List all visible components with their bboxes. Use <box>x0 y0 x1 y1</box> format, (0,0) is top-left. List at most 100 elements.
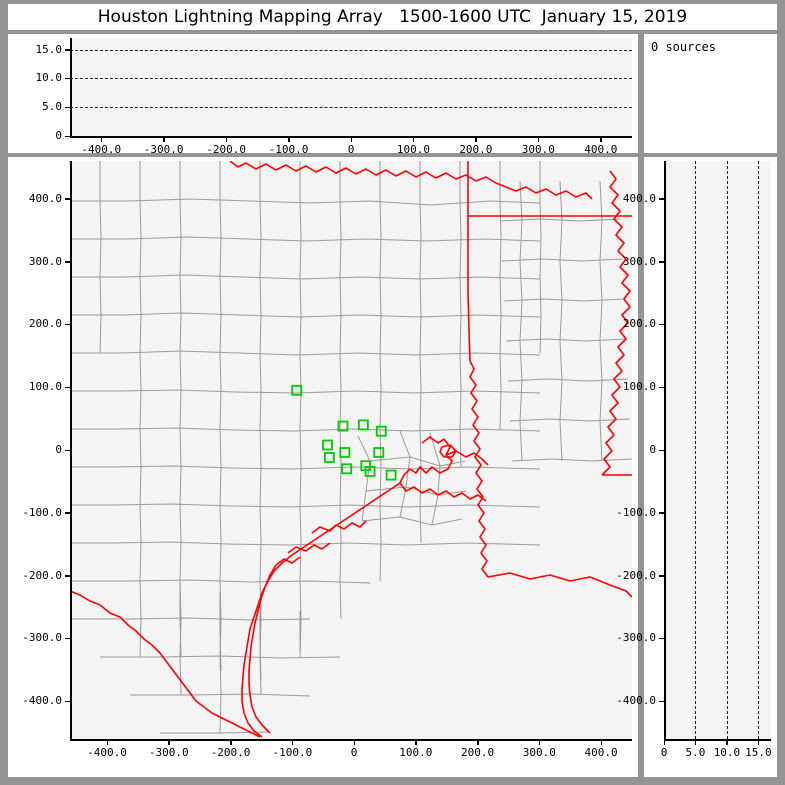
source-marker <box>341 463 353 475</box>
source-count-label: 0 sources <box>651 40 717 54</box>
source-marker <box>291 384 303 396</box>
x-tick-label: -300.0 <box>143 143 184 156</box>
y-tick-label: 0 <box>649 443 656 456</box>
y-tick-label: 300.0 <box>28 254 62 268</box>
y-tick-label: -200.0 <box>22 568 62 582</box>
source-marker <box>337 420 349 432</box>
y-tick-label: -400.0 <box>616 694 656 708</box>
map-plot-area[interactable] <box>70 161 632 739</box>
source-marker <box>385 469 397 481</box>
x-tick-label: 300.0 <box>522 746 556 759</box>
x-tick-label: 15.0 <box>745 746 772 759</box>
gridline-vertical <box>726 161 728 739</box>
y-tick-label: -200.0 <box>616 568 656 582</box>
x-tick-label: -400.0 <box>87 746 127 759</box>
y-tick-label: 5.0 <box>42 100 62 114</box>
x-tick-label: -400.0 <box>81 143 122 156</box>
y-tick-mark <box>659 261 665 263</box>
x-tick-label: -200.0 <box>206 143 246 156</box>
gridline-vertical <box>695 161 697 739</box>
x-tick-mark <box>538 739 541 745</box>
y-tick-mark <box>65 386 71 389</box>
y-tick-mark <box>65 575 71 577</box>
plan-view-map-panel: -400.0 -300.0 -200.0 -100.0 0 100.0 200.0 300.0… <box>8 157 638 777</box>
y-tick-mark <box>659 575 665 577</box>
x-tick-mark <box>694 739 697 745</box>
x-tick-mark <box>350 136 352 142</box>
x-tick-label: 0 <box>347 143 355 156</box>
state-and-coast-borders-layer <box>70 161 632 738</box>
y-tick-mark <box>659 700 665 703</box>
x-tick-mark <box>600 739 603 745</box>
y-tick-mark <box>65 198 71 200</box>
x-tick-mark <box>100 136 103 142</box>
x-tick-label: 200.0 <box>459 143 493 156</box>
y-tick-label: 300.0 <box>622 254 656 268</box>
y-axis-line <box>70 38 72 136</box>
source-marker <box>357 419 369 431</box>
y-tick-mark <box>65 637 71 640</box>
gridline-horizontal <box>70 49 632 51</box>
altitude-plot-area[interactable] <box>664 161 771 739</box>
y-tick-mark <box>659 637 665 640</box>
y-tick-label: 400.0 <box>28 191 62 205</box>
x-tick-label: -300.0 <box>148 746 189 759</box>
y-tick-mark <box>65 135 71 137</box>
gridline-horizontal <box>70 107 632 109</box>
y-tick-mark <box>659 198 665 200</box>
y-tick-label: 15.0 <box>35 42 63 56</box>
y-tick-mark <box>659 449 665 451</box>
y-tick-label: 100.0 <box>622 380 656 394</box>
x-tick-mark <box>726 739 728 745</box>
time-altitude-plot-area[interactable] <box>70 38 632 136</box>
x-tick-label: 100.0 <box>396 143 430 156</box>
x-axis-line <box>70 739 632 741</box>
y-tick-label: -400.0 <box>22 694 62 708</box>
x-tick-label: 5.0 <box>685 746 706 759</box>
x-tick-mark <box>412 136 415 142</box>
x-tick-mark <box>291 739 294 745</box>
source-marker <box>375 425 387 437</box>
x-tick-label: -200.0 <box>210 746 251 759</box>
x-tick-mark <box>663 739 665 745</box>
x-tick-mark <box>353 739 356 745</box>
y-tick-label: 0 <box>55 443 62 456</box>
x-tick-label: -100.0 <box>268 143 309 156</box>
x-tick-label: 400.0 <box>584 746 618 759</box>
x-tick-mark <box>106 739 109 745</box>
source-marker <box>323 452 335 463</box>
y-tick-label: 200.0 <box>622 317 656 331</box>
map-geography <box>70 161 632 738</box>
y-tick-mark <box>65 106 71 109</box>
y-tick-label: 100.0 <box>28 380 62 394</box>
y-tick-mark <box>65 323 71 326</box>
x-axis-line <box>664 739 771 741</box>
x-tick-label: 200.0 <box>461 746 495 759</box>
x-tick-mark <box>163 136 165 142</box>
x-tick-label: 0 <box>350 746 358 759</box>
x-tick-label: -100.0 <box>272 746 313 759</box>
x-tick-mark <box>168 739 170 745</box>
x-tick-label: 300.0 <box>521 143 555 156</box>
x-tick-mark <box>415 739 417 745</box>
time-altitude-panel: 0 5.0 10.0 15.0 -400.0 -300.0 -200.0 -100.0 0 100… <box>8 34 638 156</box>
source-marker <box>364 465 376 477</box>
y-tick-label: 200.0 <box>28 317 62 331</box>
y-tick-mark <box>65 77 71 80</box>
y-tick-mark <box>65 49 71 51</box>
x-tick-mark <box>288 136 290 142</box>
altitude-east-west-panel: -400.0 -300.0 -200.0 -100.0 0 100.0 200.0 300.0… <box>616 157 777 777</box>
x-tick-mark <box>230 739 232 745</box>
x-tick-label: 400.0 <box>584 143 618 156</box>
y-tick-label: 0 <box>55 129 62 142</box>
source-marker <box>322 439 333 451</box>
x-tick-mark <box>600 136 602 142</box>
source-markers-layer <box>291 384 397 481</box>
y-tick-mark <box>65 512 71 514</box>
x-tick-label: 10.0 <box>713 746 741 759</box>
x-tick-mark <box>225 136 228 142</box>
y-tick-label: -300.0 <box>22 631 62 645</box>
x-tick-mark <box>477 739 479 745</box>
y-tick-label: 10.0 <box>35 71 63 85</box>
